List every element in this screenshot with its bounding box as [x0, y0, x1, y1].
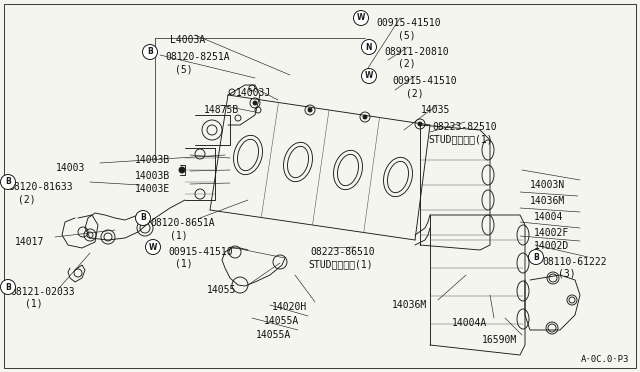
Text: 14003B: 14003B: [135, 155, 170, 165]
Text: 08120-8251A: 08120-8251A: [165, 52, 230, 62]
Circle shape: [143, 45, 157, 60]
Text: 14036M: 14036M: [392, 300, 428, 310]
Text: 14020H: 14020H: [272, 302, 307, 312]
Text: 14003B: 14003B: [135, 171, 170, 181]
Text: 08121-02033: 08121-02033: [10, 287, 75, 297]
Text: 14003J: 14003J: [236, 88, 271, 98]
Text: 14875B: 14875B: [204, 105, 239, 115]
Text: (1): (1): [170, 230, 188, 240]
Text: 14055A: 14055A: [256, 330, 291, 340]
Text: B: B: [5, 282, 11, 292]
Text: L4003A: L4003A: [170, 35, 205, 45]
Text: (1): (1): [25, 299, 43, 309]
Text: 14055A: 14055A: [264, 316, 300, 326]
Circle shape: [253, 101, 257, 105]
Circle shape: [362, 39, 376, 55]
Circle shape: [179, 167, 185, 173]
Text: (2): (2): [398, 59, 415, 69]
Circle shape: [145, 240, 161, 254]
Text: (5): (5): [175, 65, 193, 75]
Circle shape: [136, 211, 150, 225]
Text: 14003N: 14003N: [530, 180, 565, 190]
Circle shape: [529, 250, 543, 264]
Text: 00915-41510: 00915-41510: [392, 76, 456, 86]
Text: (2): (2): [406, 88, 424, 98]
Text: 08120-8651A: 08120-8651A: [150, 218, 214, 228]
Text: B: B: [147, 48, 153, 57]
Text: 08223-86510: 08223-86510: [310, 247, 374, 257]
Text: 14035: 14035: [421, 105, 451, 115]
Text: 08223-82510: 08223-82510: [432, 122, 497, 132]
Text: W: W: [365, 71, 373, 80]
Circle shape: [418, 122, 422, 126]
Text: 08120-81633: 08120-81633: [8, 182, 72, 192]
Text: B: B: [533, 253, 539, 262]
Text: 14004: 14004: [534, 212, 563, 222]
Text: 16590M: 16590M: [482, 335, 517, 345]
Text: N: N: [365, 42, 372, 51]
Circle shape: [362, 68, 376, 83]
Text: 08110-61222: 08110-61222: [542, 257, 607, 267]
Text: W: W: [357, 13, 365, 22]
Text: A·0C.0·P3: A·0C.0·P3: [581, 355, 629, 364]
Text: 14002D: 14002D: [534, 241, 569, 251]
Text: 14002F: 14002F: [534, 228, 569, 238]
Text: 14004A: 14004A: [452, 318, 487, 328]
Circle shape: [308, 108, 312, 112]
Circle shape: [363, 115, 367, 119]
Text: (2): (2): [18, 194, 36, 204]
Text: 08911-20810: 08911-20810: [384, 47, 449, 57]
Text: (3): (3): [558, 269, 575, 279]
Text: W: W: [149, 243, 157, 251]
Text: 14036M: 14036M: [530, 196, 565, 206]
Text: STUDスタッド(1): STUDスタッド(1): [428, 134, 493, 144]
Text: 00915-41510: 00915-41510: [168, 247, 232, 257]
Text: 14055: 14055: [207, 285, 236, 295]
Circle shape: [353, 10, 369, 26]
Text: 14003E: 14003E: [135, 184, 170, 194]
Text: 14017: 14017: [15, 237, 44, 247]
Text: 14003: 14003: [56, 163, 85, 173]
Text: (5): (5): [398, 30, 415, 40]
Text: B: B: [5, 177, 11, 186]
Circle shape: [1, 279, 15, 295]
Circle shape: [1, 174, 15, 189]
Text: B: B: [140, 214, 146, 222]
Text: 00915-41510: 00915-41510: [376, 18, 440, 28]
Text: (1): (1): [175, 259, 193, 269]
Text: STUDスタッド(1): STUDスタッド(1): [308, 259, 372, 269]
